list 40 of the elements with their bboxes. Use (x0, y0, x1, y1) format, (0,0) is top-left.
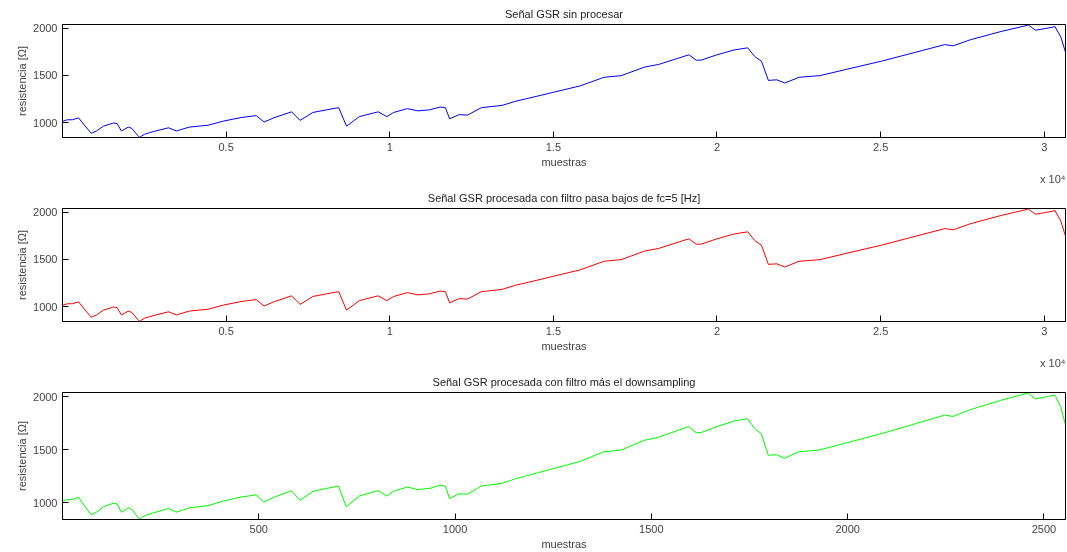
line-series (62, 24, 1066, 138)
y-axis-title: resistencia [Ω] (16, 421, 29, 491)
y-tick-label: 1000 (33, 496, 58, 509)
line-series (62, 392, 1066, 520)
x-axis-title: muestras (541, 155, 588, 168)
chart-title: Señal GSR procesada con filtro más el downsampling (432, 375, 696, 388)
y-axis-title: resistencia [Ω] (16, 46, 29, 116)
y-tick-label: 2000 (33, 206, 58, 219)
text: x 10⁴ (1039, 356, 1066, 369)
x-tick-label: 2500 (1031, 522, 1057, 535)
chart-title: Señal GSR procesada con filtro pasa bajos de fc=5 [Hz] (427, 191, 701, 204)
y-tick-label: 2000 (33, 390, 58, 403)
y-tick-label: 1000 (33, 116, 58, 129)
line-series (62, 208, 1066, 322)
y-tick-label: 1000 (33, 300, 58, 313)
x-tick-label: 0.5 (218, 324, 234, 337)
x-tick-label: 1.5 (545, 140, 562, 153)
x-tick-label: 1000 (442, 522, 468, 535)
text: x 10⁴ (1039, 172, 1066, 185)
x-tick-label: 1500 (639, 522, 664, 535)
x-tick-label: 2.5 (872, 324, 889, 337)
x-tick-label: 1 (386, 324, 393, 337)
y-tick-label: 1500 (33, 443, 58, 456)
x-tick-label: 2 (713, 140, 721, 153)
x-tick-label: 3 (1041, 324, 1048, 337)
y-axis-title: resistencia [Ω] (16, 230, 29, 300)
chart-title: Señal GSR sin procesar (505, 7, 624, 20)
x-tick-label: 1 (386, 140, 393, 153)
x-tick-label: 500 (249, 522, 268, 535)
x-tick-label: 1.5 (545, 324, 562, 337)
x-tick-label: 2.5 (872, 140, 889, 153)
x-tick-label: 3 (1041, 140, 1048, 153)
x-axis-title: muestras (541, 339, 588, 352)
y-tick-label: 2000 (33, 22, 58, 35)
x-tick-label: 2000 (835, 522, 860, 535)
x-tick-label: 2 (713, 324, 721, 337)
x-axis-title: muestras (541, 537, 588, 550)
y-tick-label: 1500 (33, 69, 58, 82)
y-tick-label: 1500 (33, 253, 58, 266)
x-tick-label: 0.5 (218, 140, 234, 153)
